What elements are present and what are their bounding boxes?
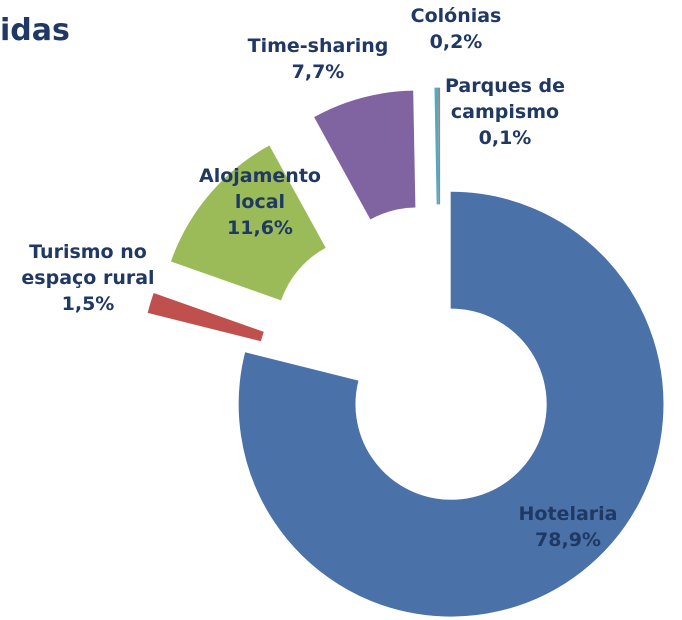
- slice-value-label: 11,6%: [227, 217, 293, 239]
- slice-label: Colónias: [411, 5, 502, 27]
- donut-slice: [170, 145, 326, 301]
- donut-slice: [437, 87, 441, 205]
- slice-label: Hotelaria: [519, 503, 618, 525]
- slice-label-line: campismo: [451, 101, 559, 123]
- slice-value-label: 0,2%: [430, 31, 483, 53]
- donut-slice: [147, 293, 264, 342]
- slice-label: Alojamento local: [199, 165, 321, 213]
- slice-label-line: Colónias: [411, 5, 502, 27]
- slice-label-line: local: [235, 191, 285, 213]
- slice-label: Parques de campismo: [445, 75, 565, 123]
- slice-value-label: 78,9%: [535, 529, 601, 551]
- slice-value-label: 1,5%: [62, 293, 115, 315]
- slice-label-line: Time-sharing: [248, 35, 389, 57]
- slice-value-label: 7,7%: [292, 61, 345, 83]
- donut-slice: [434, 87, 439, 205]
- slice-label-line: espaço rural: [21, 267, 154, 289]
- chart-title: idas: [0, 13, 70, 48]
- slice-label-line: Turismo no: [29, 241, 147, 263]
- slice-label-line: Hotelaria: [519, 503, 618, 525]
- donut-slice: [314, 90, 416, 220]
- slice-label: Time-sharing: [248, 35, 389, 57]
- slice-value-label: 0,1%: [479, 127, 532, 149]
- slice-label: Turismo no espaço rural: [21, 241, 154, 289]
- slice-label-line: Parques de: [445, 75, 565, 97]
- donut-slice: [238, 191, 664, 617]
- slice-label-line: Alojamento: [199, 165, 321, 187]
